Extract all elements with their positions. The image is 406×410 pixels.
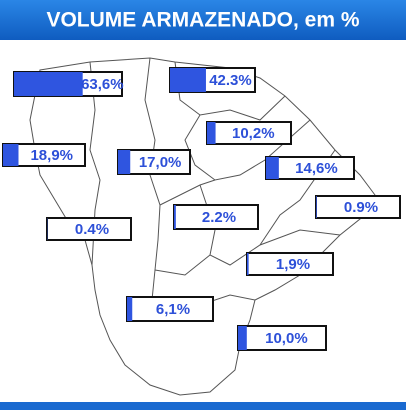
gauge-label: 42.3% — [209, 72, 252, 89]
gauge-fill — [316, 196, 317, 218]
gauge-label: 63,6% — [81, 76, 124, 93]
gauge-label: 1,9% — [276, 256, 310, 273]
gauge-fill — [3, 144, 19, 166]
gauge-layer: 63,6% 42.3% 10,2% 18,9% 17,0% 14,6% 0.9% 0.4% 2.… — [2, 67, 401, 351]
gauge-frame — [237, 325, 327, 351]
gauge-label: 14,6% — [295, 160, 338, 177]
gauge: 0.4% — [46, 217, 132, 241]
gauge-fill — [14, 72, 83, 96]
gauge-label: 2.2% — [202, 209, 236, 226]
gauge-frame — [173, 204, 259, 230]
gauge: 18,9% — [2, 143, 86, 167]
gauge-fill — [170, 68, 206, 92]
gauge-label: 10,2% — [232, 125, 275, 142]
header-bar — [0, 0, 406, 40]
gauge-fill — [247, 253, 249, 275]
gauge: 14,6% — [265, 156, 355, 180]
gauge-label: 6,1% — [156, 301, 190, 318]
footer-bar — [0, 402, 406, 410]
gauge-fill — [207, 122, 216, 144]
gauge-fill — [238, 326, 247, 350]
gauge-label: 10,0% — [265, 330, 308, 347]
gauge: 0.9% — [315, 195, 401, 219]
title: VOLUME ARMAZENADO, em % — [46, 9, 359, 32]
gauge-fill — [174, 205, 176, 229]
gauge-label: 0.9% — [344, 199, 378, 216]
gauge: 63,6% — [13, 71, 124, 97]
gauge-fill — [118, 150, 131, 174]
gauge: 2.2% — [173, 204, 259, 230]
gauge-frame — [126, 296, 214, 322]
gauge-fill — [266, 157, 279, 179]
gauge: 1,9% — [246, 252, 334, 276]
gauge-label: 18,9% — [30, 147, 73, 164]
gauge-label: 0.4% — [75, 221, 109, 238]
gauge: 6,1% — [126, 296, 214, 322]
gauge: 10,0% — [237, 325, 327, 351]
gauge: 42.3% — [169, 67, 256, 93]
gauge: 17,0% — [117, 149, 191, 175]
gauge: 10,2% — [206, 121, 292, 145]
gauge-fill — [127, 297, 133, 321]
gauge-label: 17,0% — [139, 154, 182, 171]
